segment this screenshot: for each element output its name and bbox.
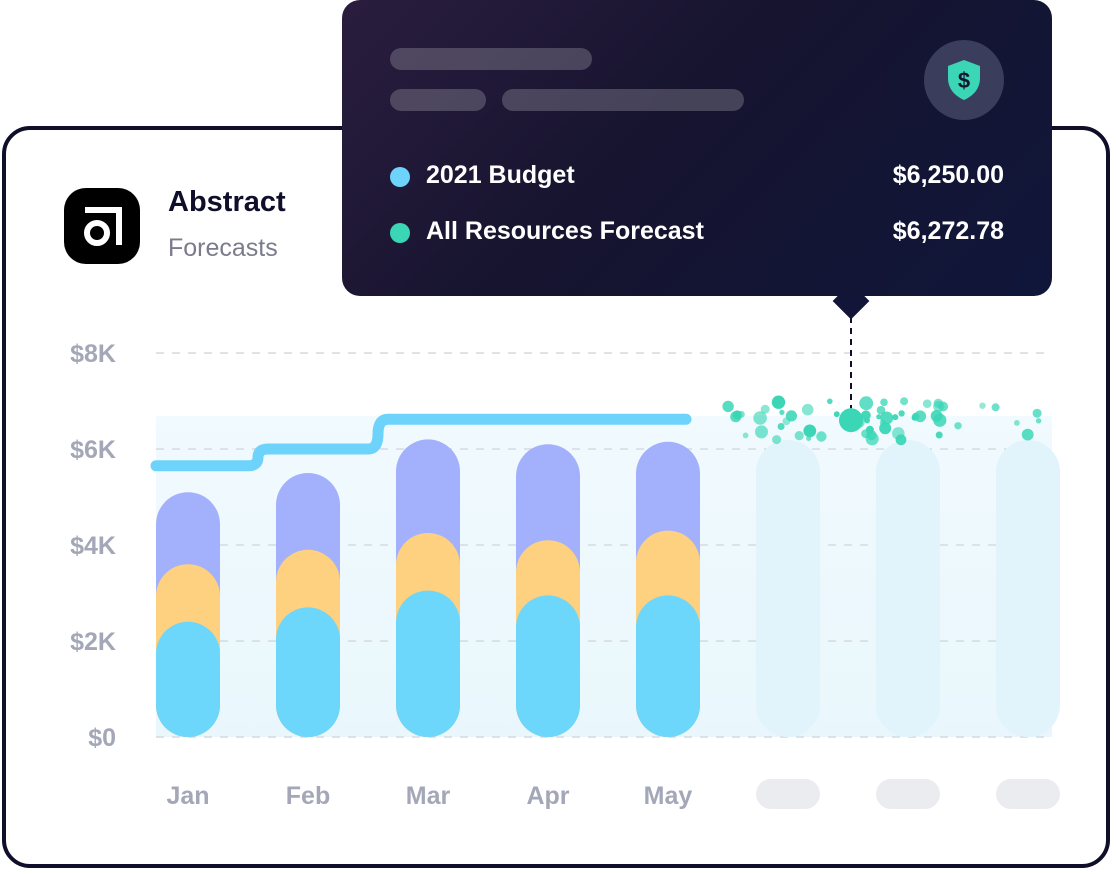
forecast-dot [865, 425, 874, 434]
y-tick-label: $6K [70, 436, 116, 464]
forecast-dot [753, 411, 767, 425]
y-tick-label: $8K [70, 340, 116, 368]
dollar-shield-icon: $ [924, 40, 1004, 120]
bar-segment [396, 590, 460, 737]
forecast-dot [859, 396, 874, 411]
forecast-dot [876, 405, 886, 415]
forecast-dot [1035, 418, 1042, 424]
placeholder-bar [756, 440, 820, 737]
skeleton-line [390, 48, 592, 70]
forecast-dot [794, 431, 804, 441]
forecast-dot [935, 431, 943, 439]
forecast-legend-dot [390, 223, 410, 243]
legend-row-forecast: All Resources Forecast $6,272.78 [388, 217, 1004, 247]
skeleton-line [390, 89, 486, 111]
x-tick-label: May [644, 782, 693, 810]
placeholder-tick-label [996, 779, 1060, 809]
placeholder-bar [876, 440, 940, 737]
forecast-dot [911, 414, 918, 421]
skeleton-line [502, 89, 744, 111]
forecast-dot [773, 398, 779, 405]
x-tick-label: Mar [406, 782, 451, 810]
forecast-dot [806, 436, 812, 441]
brand-subtitle: Forecasts [168, 234, 278, 262]
forecast-dot [801, 403, 814, 416]
forecast-value: $6,272.78 [892, 217, 1004, 245]
forecast-dot [777, 423, 785, 430]
forecast-dot [722, 400, 734, 413]
bar-segment [636, 595, 700, 737]
forecast-dot [1021, 428, 1034, 441]
forecast-dot [816, 431, 827, 442]
forecast-dot [914, 410, 927, 423]
forecast-dot [879, 422, 892, 435]
forecast-dot [1014, 420, 1020, 426]
forecast-dot [991, 403, 1000, 412]
y-tick-label: $0 [88, 724, 116, 752]
forecast-dot [782, 417, 791, 426]
forecast-dot [898, 410, 905, 417]
forecast-dot [779, 409, 785, 415]
forecast-dot [900, 397, 909, 406]
forecast-dot [933, 400, 945, 412]
forecast-dot [772, 435, 782, 445]
forecast-dot [930, 410, 943, 422]
svg-text:$: $ [958, 68, 970, 93]
forecast-dot [865, 432, 879, 446]
y-tick-label: $4K [70, 532, 116, 560]
forecast-dot [827, 398, 833, 405]
budget-legend-dot [390, 167, 410, 187]
bar-segment [156, 621, 220, 737]
forecast-tooltip [342, 0, 1052, 296]
placeholder-tick-label [876, 779, 940, 809]
forecast-dot [760, 404, 770, 414]
forecast-dot [861, 410, 871, 421]
placeholder-bar [996, 440, 1060, 737]
x-tick-label: Feb [286, 782, 330, 810]
forecast-marker [839, 408, 863, 433]
budget-value: $6,250.00 [892, 161, 1004, 189]
forecast-label: All Resources Forecast [426, 217, 704, 245]
forecast-dot [892, 414, 899, 421]
forecast-dot [895, 434, 907, 446]
legend-row-budget: 2021 Budget $6,250.00 [388, 161, 1004, 191]
forecast-dot [755, 425, 768, 439]
forecast-dot [742, 432, 749, 439]
budget-label: 2021 Budget [426, 161, 575, 189]
forecast-dot [922, 399, 932, 409]
forecast-dot [880, 411, 894, 425]
abstract-logo-icon [64, 188, 140, 264]
forecast-dot [1032, 408, 1042, 418]
forecast-dot [803, 424, 817, 438]
forecast-dot [876, 414, 882, 420]
bar-segment [276, 607, 340, 737]
budget-line [150, 413, 692, 472]
forecast-dot [979, 402, 986, 409]
brand-name: Abstract [168, 186, 286, 218]
forecast-dot [732, 410, 742, 420]
x-tick-label: Apr [526, 782, 569, 810]
forecast-dot [833, 411, 840, 418]
bar-segment [516, 595, 580, 737]
x-tick-label: Jan [166, 782, 209, 810]
forecast-dot [880, 398, 888, 407]
forecast-dot [954, 422, 962, 430]
placeholder-tick-label [756, 779, 820, 809]
y-tick-label: $2K [70, 628, 116, 656]
